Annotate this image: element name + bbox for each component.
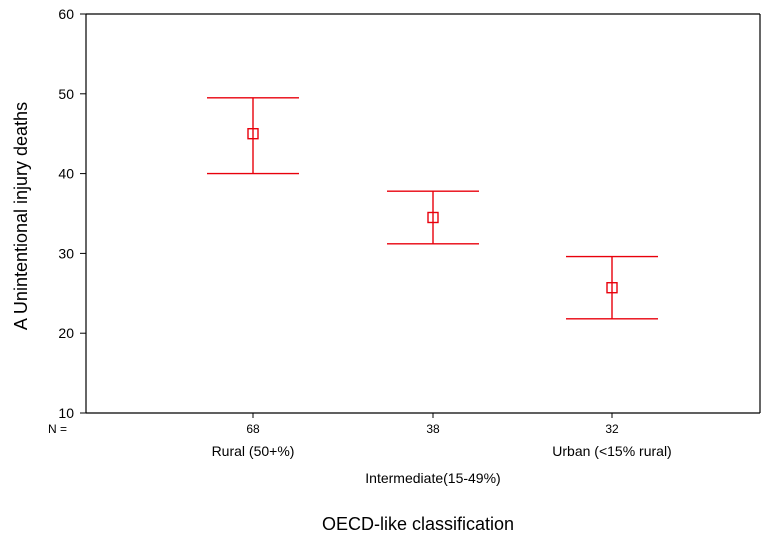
y-axis-title: A Unintentional injury deaths xyxy=(11,102,31,330)
mean-marker xyxy=(427,211,439,224)
n-count-label: 68 xyxy=(246,422,260,436)
marks xyxy=(207,97,658,418)
x-labels: 68 Rural (50+%) 38 Intermediate(15-49%) 32 Ur… xyxy=(212,422,672,486)
y-tick-label: 10 xyxy=(58,405,74,421)
n-prefix-label: N = xyxy=(48,422,67,436)
y-tick-label: 60 xyxy=(58,6,74,22)
y-tick-label: 50 xyxy=(58,86,74,102)
mean-marker xyxy=(606,282,618,294)
y-tick-label: 20 xyxy=(58,325,74,341)
y-tick-label: 40 xyxy=(58,166,74,182)
y-tick-label: 30 xyxy=(58,245,74,261)
x-axis-title: OECD-like classification xyxy=(322,514,514,534)
axes xyxy=(85,13,761,414)
n-count-label: 38 xyxy=(426,422,440,436)
mean-marker xyxy=(247,127,259,140)
n-count-label: 32 xyxy=(605,422,619,436)
y-ticks: 10 20 30 40 50 60 xyxy=(58,6,86,421)
category-label: Urban (<15% rural) xyxy=(552,443,671,459)
category-label: Intermediate(15-49%) xyxy=(365,470,500,486)
category-label: Rural (50+%) xyxy=(212,443,295,459)
